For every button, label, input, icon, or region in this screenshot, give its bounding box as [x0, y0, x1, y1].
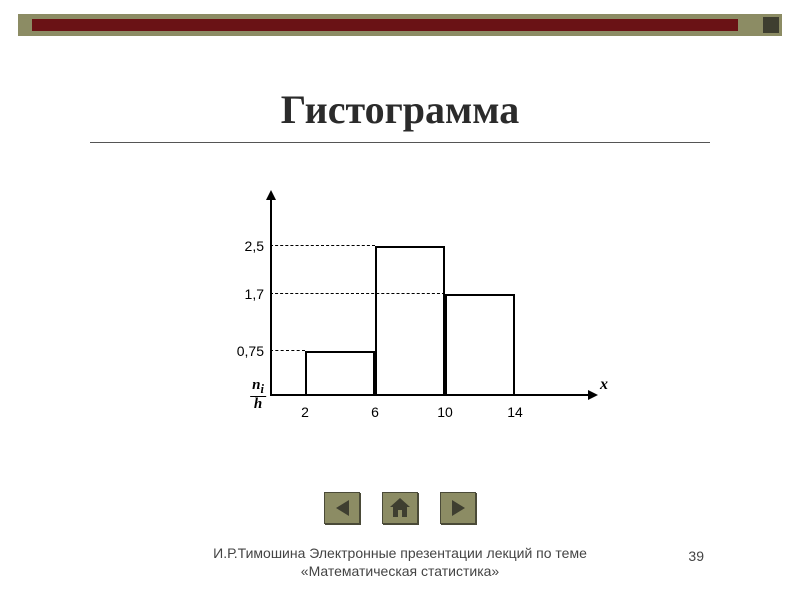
arrow-right-icon: [452, 500, 465, 516]
footer-line1: И.Р.Тимошина Электронные презентации лек…: [0, 544, 800, 562]
home-icon: [390, 498, 410, 518]
y-tick-label: 1,7: [245, 286, 264, 302]
x-tick-label: 14: [507, 404, 523, 420]
x-tick-label: 2: [301, 404, 309, 420]
arrow-left-icon: [336, 500, 349, 516]
header-corner-square: [760, 14, 782, 36]
title-underline: [90, 142, 710, 143]
header-band: [18, 14, 782, 36]
nav-buttons: [0, 492, 800, 524]
histogram-bar: [375, 246, 445, 396]
guide-line: [270, 350, 305, 351]
histogram-chart: x ni h 0,751,72,5261014: [200, 168, 600, 428]
home-button[interactable]: [382, 492, 418, 524]
footer-text: И.Р.Тимошина Электронные презентации лек…: [0, 544, 800, 580]
x-axis-label: x: [600, 376, 608, 394]
histogram-bar: [445, 294, 515, 396]
slide-title: Гистограмма: [0, 86, 800, 133]
guide-line: [270, 245, 375, 246]
histogram-bar: [305, 351, 375, 396]
x-tick-label: 6: [371, 404, 379, 420]
page-number: 39: [688, 548, 704, 564]
y-tick-label: 2,5: [245, 238, 264, 254]
y-axis-label: ni h: [250, 378, 266, 411]
y-axis: [270, 198, 272, 396]
next-button[interactable]: [440, 492, 476, 524]
y-tick-label: 0,75: [237, 343, 264, 359]
prev-button[interactable]: [324, 492, 360, 524]
x-tick-label: 10: [437, 404, 453, 420]
guide-line: [270, 293, 445, 294]
footer-line2: «Математическая статистика»: [0, 562, 800, 580]
